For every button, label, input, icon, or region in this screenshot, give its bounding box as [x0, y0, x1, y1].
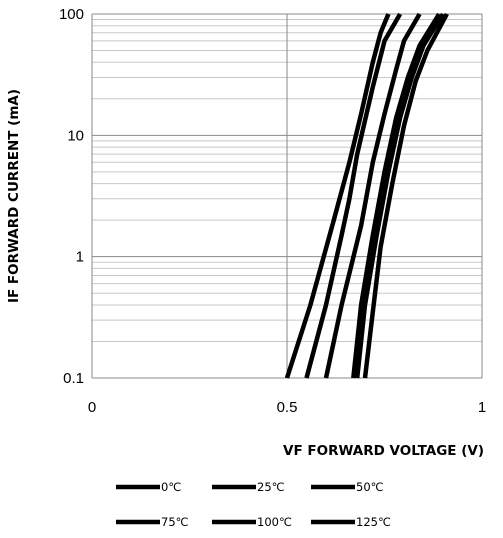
series-line [323, 12, 422, 379]
x-tick-label: 0 [88, 399, 96, 416]
legend: 0℃ 25℃ 50℃ 75℃ 100℃ 125℃ [116, 480, 391, 529]
y-tick-label: 10 [67, 127, 84, 144]
y-tick-label: 0.1 [63, 370, 84, 387]
series-lines [284, 12, 449, 379]
series-line [304, 12, 403, 379]
legend-label: 25℃ [257, 480, 285, 494]
y-tick-label: 1 [76, 249, 84, 266]
series-line [284, 13, 391, 379]
series-line [351, 12, 442, 379]
legend-label: 75℃ [161, 515, 189, 529]
y-tick-label: 100 [59, 6, 84, 23]
x-tick-label: 1 [478, 399, 486, 416]
tick-labels: 0.1 1 10 100 0 0.5 1 [59, 6, 486, 416]
x-tick-label: 0.5 [277, 399, 298, 416]
legend-label: 0℃ [161, 480, 181, 494]
y-axis-title: IF FORWARD CURRENT (mA) [6, 89, 22, 303]
series-line [362, 12, 449, 379]
legend-label: 100℃ [257, 515, 292, 529]
legend-label: 50℃ [356, 480, 384, 494]
series-line [354, 12, 445, 379]
legend-label: 125℃ [356, 515, 391, 529]
major-gridlines [91, 13, 483, 379]
x-axis-title: VF FORWARD VOLTAGE (V) [283, 443, 484, 459]
